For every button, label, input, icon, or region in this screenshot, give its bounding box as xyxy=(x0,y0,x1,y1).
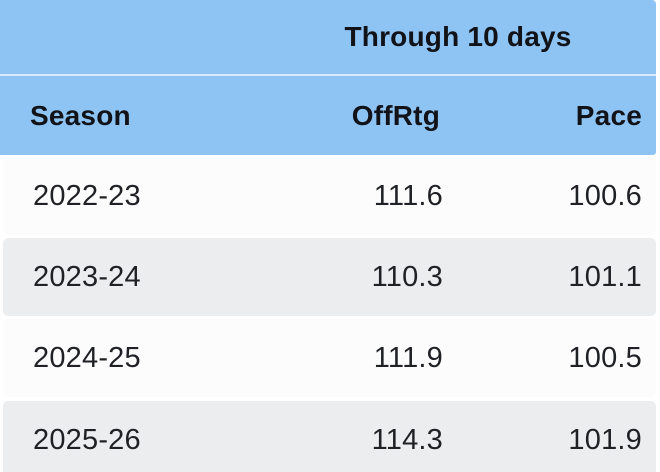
column-header-pace: Pace xyxy=(575,99,642,131)
header-divider xyxy=(0,74,656,76)
offrtg-value: 111.9 xyxy=(373,341,443,374)
offrtg-value: 110.3 xyxy=(371,260,443,293)
column-header-row: Season OffRtg Pace xyxy=(0,76,656,155)
table-header-block: Through 10 days Season OffRtg Pace xyxy=(0,0,656,155)
pace-value: 101.1 xyxy=(568,260,642,293)
season-value: 2022-23 xyxy=(33,179,141,212)
offrtg-value: 111.6 xyxy=(373,179,443,212)
offrtg-value: 114.3 xyxy=(371,423,443,456)
table-row: 2022-23 111.6 100.6 xyxy=(3,157,656,235)
table-row: 2025-26 114.3 101.9 xyxy=(3,401,656,472)
pace-value: 101.9 xyxy=(568,423,642,456)
column-header-season: Season xyxy=(30,99,131,131)
pace-value: 100.5 xyxy=(568,341,642,374)
table-row: 2024-25 111.9 100.5 xyxy=(3,319,656,397)
season-value: 2024-25 xyxy=(33,341,141,374)
table-row: 2023-24 110.3 101.1 xyxy=(3,238,656,316)
table-title: Through 10 days xyxy=(344,21,572,52)
table-title-row: Through 10 days xyxy=(0,0,656,74)
column-header-offrtg: OffRtg xyxy=(351,99,440,131)
pace-value: 100.6 xyxy=(568,179,642,212)
season-value: 2023-24 xyxy=(33,260,141,293)
season-value: 2025-26 xyxy=(33,423,141,456)
